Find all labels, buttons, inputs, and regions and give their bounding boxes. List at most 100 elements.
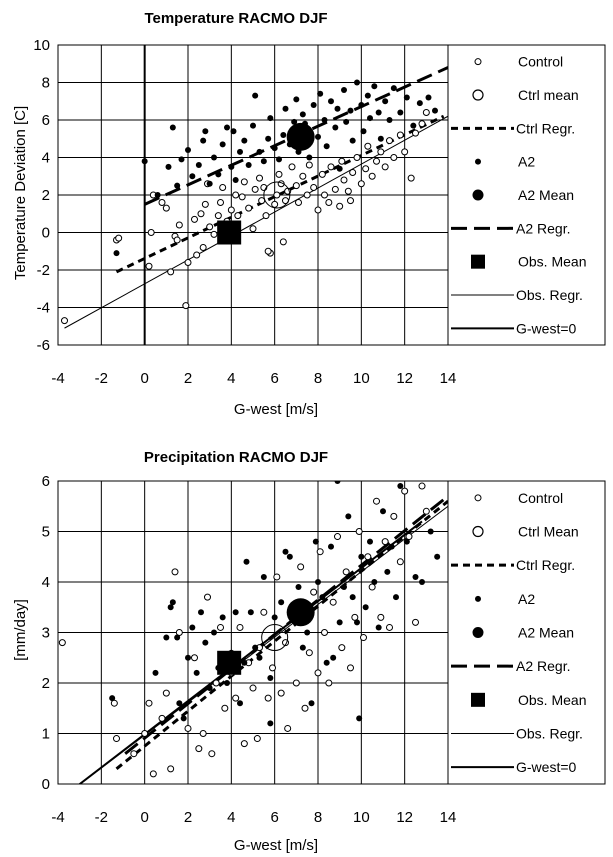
point-ctrl-mean	[261, 624, 289, 652]
point-a2	[384, 568, 391, 575]
legend-label: Ctrl mean	[518, 87, 579, 103]
point-control	[362, 165, 370, 173]
point-control	[347, 664, 354, 672]
point-a2	[152, 669, 159, 676]
point-a2	[341, 87, 347, 93]
point-control	[201, 200, 209, 208]
point-control	[199, 730, 207, 737]
point-a2	[265, 135, 272, 142]
point-a2	[200, 137, 207, 144]
point-a2	[206, 180, 213, 187]
point-control	[301, 704, 309, 712]
point-a2	[354, 79, 360, 86]
point-control	[310, 184, 318, 191]
point-a2	[219, 614, 226, 621]
point-control	[217, 623, 224, 631]
point-control	[390, 512, 398, 520]
point-obs-mean	[217, 220, 242, 245]
point-control	[401, 148, 409, 156]
point-a2	[176, 700, 183, 707]
point-control	[208, 750, 216, 758]
point-a2	[375, 109, 382, 116]
y-tick-label: 2	[42, 675, 50, 692]
point-a2	[343, 118, 350, 125]
point-a2	[163, 634, 170, 641]
point-a2	[393, 594, 399, 601]
point-a2	[349, 594, 356, 601]
point-control	[269, 664, 276, 672]
point-control	[418, 120, 426, 128]
point-control	[284, 724, 292, 732]
point-control	[422, 109, 430, 116]
point-a2	[198, 609, 204, 616]
point-control	[288, 163, 296, 171]
legend-label: Obs. Regr.	[516, 726, 583, 742]
point-a2	[312, 538, 319, 545]
point-a2	[230, 128, 237, 135]
point-a2	[328, 543, 334, 550]
legend-marker	[472, 525, 484, 538]
point-control	[338, 157, 346, 165]
legend-label: A2 Mean	[518, 187, 574, 203]
point-control	[271, 200, 279, 208]
point-a2	[267, 115, 274, 122]
point-control	[262, 212, 270, 220]
legend-marker	[471, 254, 485, 269]
y-tick-label: 0	[42, 225, 50, 242]
point-control	[353, 154, 361, 161]
point-a2	[189, 624, 196, 631]
point-a2	[180, 715, 187, 722]
point-a2	[241, 137, 248, 144]
point-a2	[243, 558, 250, 565]
point-a2	[267, 674, 274, 681]
point-control	[386, 137, 393, 145]
point-control	[158, 199, 166, 206]
point-a2	[319, 594, 326, 601]
point-control	[297, 563, 305, 571]
point-a2	[336, 165, 343, 172]
temperature-chart-title: Temperature RACMO DJF	[144, 10, 327, 27]
point-control	[264, 694, 272, 702]
x-tick-label: 14	[440, 370, 457, 387]
point-a2	[328, 98, 334, 105]
point-a2	[323, 143, 330, 150]
point-control	[249, 225, 257, 233]
point-control	[279, 238, 287, 246]
point-a2	[291, 118, 298, 125]
point-a2	[271, 614, 278, 621]
point-control	[236, 623, 244, 631]
point-a2	[224, 124, 230, 131]
legend-label: Ctrl Regr.	[516, 120, 575, 136]
point-a2	[317, 90, 324, 97]
point-control	[193, 251, 201, 259]
point-control	[232, 191, 240, 199]
point-a2	[202, 128, 209, 135]
point-control	[338, 644, 346, 652]
point-control	[386, 623, 393, 631]
point-a2	[410, 122, 417, 129]
point-control	[227, 206, 235, 214]
point-ctrl-mean	[263, 181, 291, 209]
precipitation-x-axis-label: G-west [m/s]	[234, 837, 318, 854]
point-control	[325, 199, 333, 206]
legend-marker	[474, 494, 482, 502]
point-a2	[382, 98, 389, 105]
point-control	[381, 538, 389, 546]
point-a2	[388, 543, 395, 550]
point-a2	[419, 579, 425, 585]
x-tick-label: 2	[184, 809, 192, 826]
point-a2	[247, 609, 254, 616]
point-a2	[219, 141, 226, 148]
point-control	[260, 608, 268, 616]
point-a2	[215, 171, 222, 178]
point-a2	[360, 128, 367, 135]
plot-area	[58, 481, 448, 784]
x-tick-label: 8	[314, 809, 322, 826]
x-tick-label: 2	[184, 370, 192, 387]
point-a2	[167, 604, 174, 611]
legend-marker	[474, 58, 482, 66]
point-control	[184, 724, 192, 732]
point-control	[182, 302, 190, 310]
point-control	[344, 187, 352, 195]
point-control	[396, 131, 404, 139]
